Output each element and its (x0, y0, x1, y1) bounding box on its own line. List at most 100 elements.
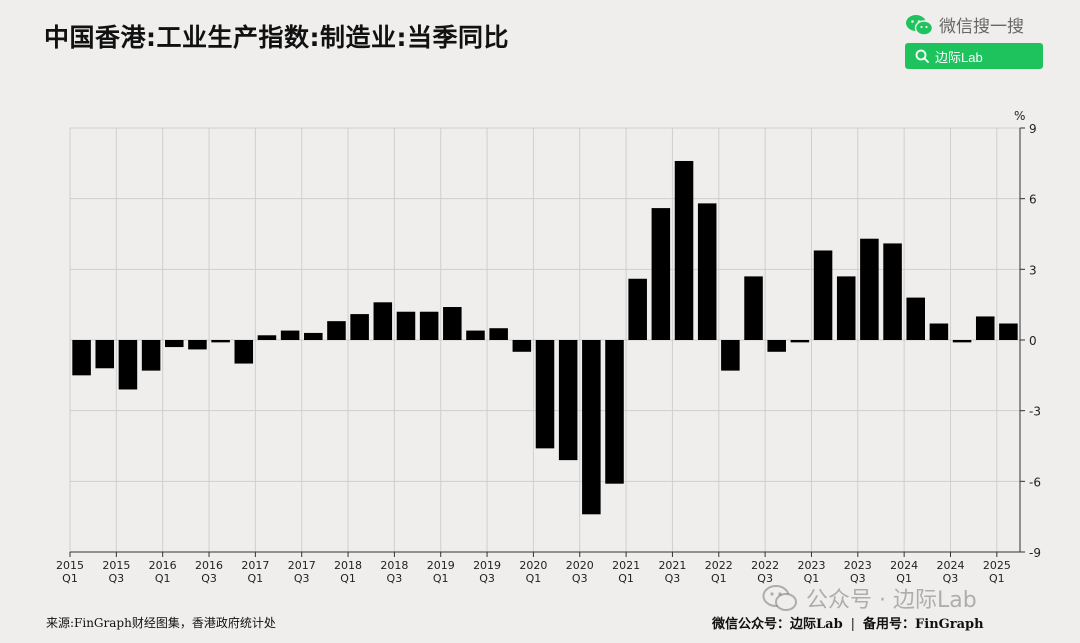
x-tick-year: 2015 (56, 559, 84, 572)
bar-2016Q3 (211, 340, 230, 343)
x-tick-year: 2019 (473, 559, 501, 572)
bar-2015Q1 (72, 340, 91, 376)
x-tick-year: 2025 (983, 559, 1011, 572)
bar-2021Q1 (628, 278, 647, 340)
bar-2016Q1 (165, 340, 184, 348)
x-tick-year: 2017 (241, 559, 269, 572)
bar-2024Q4 (975, 316, 995, 340)
x-tick-quarter: Q1 (433, 572, 449, 585)
wechat-icon (905, 14, 934, 36)
bar-2017Q3 (304, 332, 323, 340)
x-tick-quarter: Q1 (248, 572, 264, 585)
bar-2022Q3 (767, 340, 786, 352)
x-tick-year: 2020 (519, 559, 547, 572)
x-tick-quarter: Q3 (850, 572, 866, 585)
bar-2025Q1 (999, 323, 1018, 340)
bar-2024Q1 (906, 297, 925, 340)
bar-2021Q2 (651, 208, 671, 340)
x-tick-year: 2016 (195, 559, 223, 572)
footer-credits: 微信公众号：边际Lab | 备用号：FinGraph (712, 613, 984, 632)
bar-2017Q4 (327, 321, 346, 340)
wechat-search-text: 微信搜一搜 (939, 17, 1024, 37)
x-tick-quarter: Q3 (479, 572, 495, 585)
y-tick-label: -3 (1029, 405, 1041, 419)
bar-2015Q2 (95, 340, 115, 369)
x-tick-quarter: Q3 (943, 572, 959, 585)
bar-2019Q3 (489, 328, 508, 340)
bar-2020Q2 (558, 340, 578, 461)
x-tick-quarter: Q1 (711, 572, 727, 585)
backup-label: 备用号：FinGraph (863, 617, 984, 632)
wechat-watermark-icon (762, 585, 798, 611)
bar-2016Q4 (234, 340, 254, 364)
x-tick-quarter: Q3 (387, 572, 403, 585)
x-tick-quarter: Q1 (896, 572, 912, 585)
x-tick-quarter: Q1 (62, 572, 78, 585)
x-tick-year: 2020 (566, 559, 594, 572)
bar-2018Q4 (419, 311, 439, 340)
x-tick-quarter: Q3 (294, 572, 310, 585)
x-tick-year: 2023 (797, 559, 825, 572)
x-tick-quarter: Q1 (340, 572, 356, 585)
bar-2017Q2 (280, 330, 300, 340)
search-box-text: 边际Lab (935, 49, 983, 65)
bar-2015Q3 (118, 340, 138, 390)
x-tick-year: 2024 (936, 559, 964, 572)
bar-2017Q1 (257, 335, 277, 340)
axis-layer: 9630-3-6-9%2015Q12015Q32016Q12016Q32017Q… (56, 109, 1041, 585)
source-note: 来源:FinGraph财经图集，香港政府统计处 (46, 616, 276, 630)
footer-separator: | (850, 617, 856, 632)
x-tick-year: 2024 (890, 559, 918, 572)
bar-2019Q1 (443, 307, 462, 340)
bar-2015Q4 (141, 340, 161, 371)
bar-2019Q4 (512, 340, 532, 352)
x-tick-year: 2017 (288, 559, 316, 572)
x-tick-year: 2022 (705, 559, 733, 572)
bar-layer (72, 160, 1018, 515)
x-tick-quarter: Q1 (526, 572, 542, 585)
x-tick-quarter: Q3 (572, 572, 588, 585)
bar-2022Q4 (790, 340, 810, 343)
x-tick-year: 2015 (102, 559, 130, 572)
bar-2020Q4 (605, 340, 624, 484)
bar-2023Q1 (813, 250, 833, 340)
search-icon (915, 49, 929, 63)
search-box[interactable]: 边际Lab (905, 43, 1043, 69)
bar-2018Q3 (396, 311, 416, 340)
x-tick-year: 2022 (751, 559, 779, 572)
y-tick-label: 3 (1029, 263, 1037, 277)
x-tick-year: 2018 (380, 559, 408, 572)
chart-title: 中国香港:工业生产指数:制造业:当季同比 (44, 23, 509, 52)
x-tick-quarter: Q1 (155, 572, 171, 585)
bar-2019Q2 (466, 330, 485, 340)
x-tick-year: 2019 (427, 559, 455, 572)
x-tick-year: 2021 (658, 559, 686, 572)
bar-2018Q1 (350, 314, 369, 340)
x-tick-year: 2016 (149, 559, 177, 572)
x-tick-quarter: Q1 (618, 572, 634, 585)
y-tick-label: 9 (1029, 122, 1037, 136)
y-tick-label: -9 (1029, 546, 1041, 560)
bar-2020Q3 (582, 340, 601, 515)
bar-2022Q1 (721, 340, 740, 371)
bar-2021Q3 (674, 160, 694, 340)
bar-2018Q2 (373, 302, 393, 340)
x-tick-quarter: Q3 (201, 572, 217, 585)
bar-2024Q2 (929, 323, 949, 340)
x-tick-quarter: Q3 (109, 572, 125, 585)
watermark: 公众号 · 边际Lab (762, 582, 977, 614)
wechat-search-label[interactable]: 微信搜一搜 (905, 12, 1024, 37)
bar-2023Q3 (860, 238, 879, 340)
bar-2022Q2 (744, 276, 763, 340)
y-tick-label: 6 (1029, 193, 1037, 207)
y-tick-label: -6 (1029, 475, 1041, 489)
x-tick-quarter: Q1 (989, 572, 1005, 585)
bar-2016Q2 (188, 340, 207, 350)
y-tick-label: 0 (1029, 334, 1037, 348)
bar-2024Q3 (952, 340, 972, 343)
watermark-text: 公众号 · 边际Lab (806, 588, 977, 613)
x-tick-year: 2023 (844, 559, 872, 572)
x-tick-year: 2018 (334, 559, 362, 572)
x-tick-year: 2021 (612, 559, 640, 572)
